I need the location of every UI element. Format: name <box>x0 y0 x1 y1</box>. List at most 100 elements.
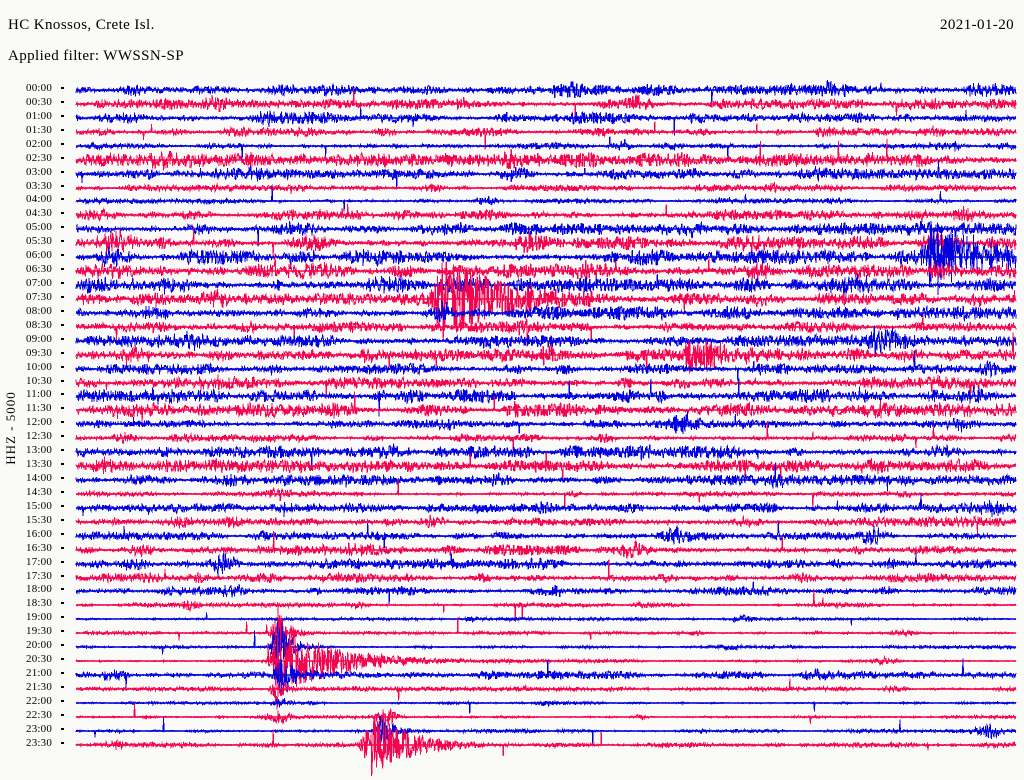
seismic-trace <box>75 225 1017 261</box>
row-tick-mark <box>61 170 64 173</box>
seismic-trace <box>75 558 1017 596</box>
row-tick-mark <box>61 672 64 675</box>
seismic-trace <box>75 607 1017 656</box>
helicorder-row: 18:30 <box>0 589 1024 622</box>
seismic-trace <box>75 197 1017 233</box>
row-tick-mark <box>61 87 64 89</box>
helicorder-row: 17:00 <box>0 552 1024 577</box>
helicorder-row: 11:30 <box>0 392 1024 427</box>
seismic-trace <box>75 587 1017 623</box>
helicorder-row: 13:30 <box>0 452 1024 482</box>
row-time-label: 06:30 <box>26 263 53 276</box>
helicorder-row: 02:00 <box>0 136 1024 162</box>
helicorder-row: 22:30 <box>0 702 1024 727</box>
helicorder-row: 05:00 <box>0 221 1024 247</box>
seismic-trace <box>75 261 1017 339</box>
row-time-label: 15:30 <box>26 513 53 526</box>
helicorder-row: 06:00 <box>0 222 1024 296</box>
row-tick-mark <box>61 463 64 466</box>
helicorder-row: 12:30 <box>0 421 1024 452</box>
seismic-trace <box>75 630 1017 692</box>
seismic-trace <box>75 406 1017 442</box>
row-time-label: 20:00 <box>26 639 53 652</box>
row-tick-mark <box>61 630 64 633</box>
seismic-trace <box>75 170 1017 206</box>
row-time-label: 14:30 <box>26 485 53 498</box>
helicorder-row: 10:00 <box>0 350 1024 382</box>
row-tick-mark <box>61 477 64 480</box>
row-time-label: 17:30 <box>26 569 53 582</box>
station-title: HC Knossos, Crete Isl. <box>8 17 155 33</box>
helicorder-row: 07:00 <box>0 273 1024 302</box>
seismic-trace <box>75 72 1017 108</box>
seismic-trace <box>75 713 1017 749</box>
helicorder-row: 09:00 <box>0 325 1024 357</box>
seismic-trace <box>75 114 1017 150</box>
row-time-label: 01:30 <box>26 123 53 136</box>
helicorder-row: 17:30 <box>0 558 1024 585</box>
row-tick-mark <box>61 128 64 131</box>
helicorder-row: 01:30 <box>0 121 1024 150</box>
row-time-label: 09:30 <box>26 346 53 359</box>
seismic-trace <box>75 476 1017 512</box>
row-tick-mark <box>61 226 64 229</box>
row-time-label: 21:00 <box>26 667 53 680</box>
seismic-trace <box>75 378 1017 417</box>
helicorder-row: 03:00 <box>0 159 1024 190</box>
seismic-trace <box>75 518 1017 554</box>
chart-header: HC Knossos, Crete Isl. 2021-01-20 Applie… <box>0 0 1024 80</box>
row-tick-mark <box>61 532 64 535</box>
helicorder-row: 03:30 <box>0 180 1024 195</box>
row-time-label: 22:00 <box>26 694 53 707</box>
row-tick-mark <box>61 351 64 354</box>
row-tick-mark <box>61 365 64 368</box>
helicorder-row: 07:30 <box>0 261 1024 339</box>
row-time-label: 11:30 <box>26 402 52 415</box>
seismic-trace <box>75 211 1017 247</box>
seismic-trace <box>75 295 1017 331</box>
row-tick-mark <box>61 602 64 605</box>
record-date: 2021-01-20 <box>940 17 1014 33</box>
row-tick-mark <box>61 658 64 661</box>
row-tick-mark <box>61 156 64 159</box>
seismic-trace <box>75 309 1017 347</box>
row-time-label: 12:30 <box>26 430 53 443</box>
seismic-trace <box>75 156 1017 192</box>
row-tick-mark <box>61 518 64 521</box>
row-time-label: 04:30 <box>26 207 53 220</box>
row-tick-mark <box>61 295 64 298</box>
row-time-label: 01:00 <box>26 109 53 122</box>
seismic-trace <box>75 267 1017 303</box>
helicorder-row: 15:30 <box>0 513 1024 535</box>
helicorder-row: 05:30 <box>0 226 1024 257</box>
seismic-trace <box>75 323 1017 359</box>
seismic-trace <box>75 573 1017 609</box>
applied-filter-label: Applied filter: WWSSN-SP <box>8 48 184 64</box>
helicorder-plot: 00:00 00:30 01:00 01:30 02:00 02:30 03:00 03:30… <box>0 79 1024 780</box>
helicorder-row: 16:30 <box>0 530 1024 559</box>
row-tick-mark <box>61 240 64 243</box>
row-time-label: 04:00 <box>26 193 53 206</box>
row-tick-mark <box>61 421 64 424</box>
seismic-trace <box>75 699 1017 735</box>
row-tick-mark <box>61 546 64 549</box>
row-tick-mark <box>61 699 64 702</box>
helicorder-row: 23:00 <box>0 715 1024 745</box>
row-time-label: 10:00 <box>26 360 53 373</box>
seismic-trace <box>75 717 1017 776</box>
seismic-trace <box>75 546 1017 582</box>
seismic-trace <box>75 183 1017 219</box>
helicorder-row: 14:00 <box>0 462 1024 492</box>
row-time-label: 19:30 <box>26 625 53 638</box>
row-tick-mark <box>61 379 64 382</box>
seismic-trace <box>75 128 1017 164</box>
seismic-trace <box>75 420 1017 456</box>
row-tick-mark <box>61 588 64 591</box>
helicorder-row: 19:30 <box>0 607 1024 656</box>
seismic-trace <box>75 350 1017 387</box>
helicorder-row: 18:00 <box>0 581 1024 605</box>
helicorder-row: 21:30 <box>0 678 1024 710</box>
row-time-label: 23:30 <box>26 736 53 749</box>
row-tick-mark <box>61 504 64 507</box>
helicorder-row: 15:00 <box>0 492 1024 518</box>
